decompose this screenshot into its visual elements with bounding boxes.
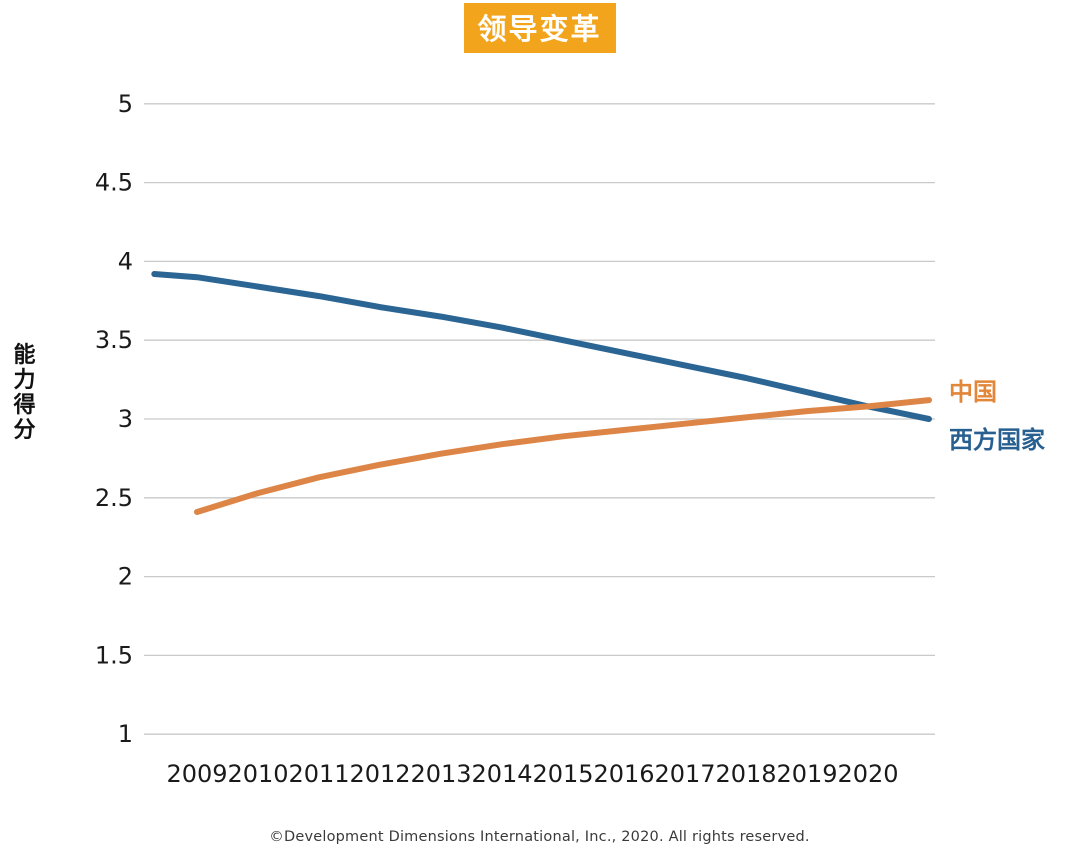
x-tick-label: 2012 bbox=[349, 760, 410, 788]
y-tick-label: 2 bbox=[118, 563, 133, 591]
x-tick-label: 2011 bbox=[288, 760, 349, 788]
y-tick-label: 2.5 bbox=[95, 484, 133, 512]
y-tick-label: 3 bbox=[118, 405, 133, 433]
x-tick-label: 2019 bbox=[776, 760, 837, 788]
x-tick-label: 2009 bbox=[166, 760, 227, 788]
x-tick-label: 2017 bbox=[654, 760, 715, 788]
y-tick-label: 1 bbox=[118, 720, 133, 748]
y-tick-label: 4.5 bbox=[95, 169, 133, 197]
x-tick-label: 2016 bbox=[593, 760, 654, 788]
y-tick-label: 5 bbox=[118, 90, 133, 118]
x-tick-label: 2013 bbox=[410, 760, 471, 788]
x-tick-label: 2015 bbox=[532, 760, 593, 788]
y-tick-label: 3.5 bbox=[95, 326, 133, 354]
copyright-note: ©Development Dimensions International, I… bbox=[269, 829, 810, 845]
chart-title-badge: 领导变革 bbox=[463, 3, 616, 53]
legend-western-label: 西方国家 bbox=[949, 426, 1045, 454]
x-tick-label: 2014 bbox=[471, 760, 532, 788]
series-line-western bbox=[151, 271, 932, 422]
legend-china-label: 中国 bbox=[949, 378, 997, 406]
x-tick-label: 2018 bbox=[715, 760, 776, 788]
x-tick-label: 2020 bbox=[837, 760, 898, 788]
y-tick-label: 1.5 bbox=[95, 641, 133, 669]
y-axis-title: 能力得分 bbox=[13, 343, 36, 443]
series-line-china bbox=[194, 397, 932, 515]
x-tick-label: 2010 bbox=[227, 760, 288, 788]
y-tick-label: 4 bbox=[118, 247, 133, 275]
